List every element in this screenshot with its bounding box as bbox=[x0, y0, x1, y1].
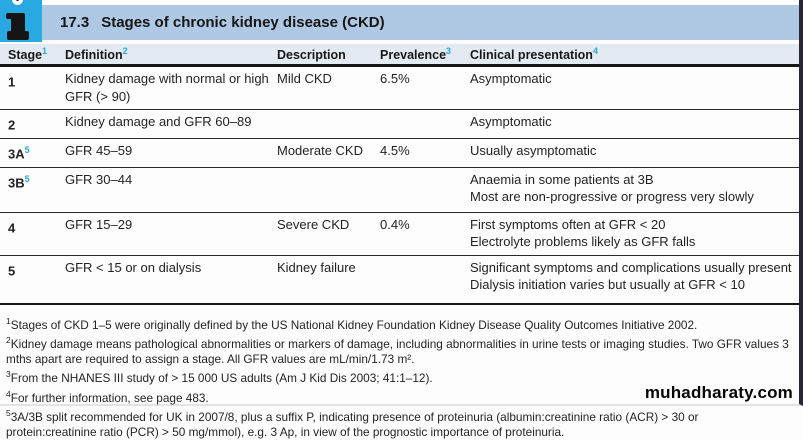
clinical-cell: First symptoms often at GFR < 20 Electro… bbox=[470, 216, 793, 251]
column-header-stage: Stage1 bbox=[8, 45, 48, 63]
table-row-stage-4: 4 GFR 15–29 Severe CKD 0.4% First sympto… bbox=[0, 211, 799, 255]
description-cell bbox=[277, 113, 380, 134]
clinical-cell: Anaemia in some patients at 3B Most are … bbox=[470, 171, 793, 208]
header-footnote-marker: 2 bbox=[122, 45, 128, 56]
clinical-line: Usually asymptomatic bbox=[470, 142, 597, 158]
prevalence-cell bbox=[380, 259, 470, 299]
column-header-clinical-presentation: Clinical presentation4 bbox=[470, 45, 598, 63]
footnote-1: 1Stages of CKD 1–5 were originally defin… bbox=[6, 315, 698, 332]
stage-footnote-marker: 5 bbox=[24, 144, 30, 155]
clinical-line: First symptoms often at GFR < 20 bbox=[470, 216, 666, 232]
stage-cell: 5 bbox=[8, 262, 16, 278]
table-row-stage-5: 5 GFR < 15 or on dialysis Kidney failure… bbox=[0, 254, 799, 303]
info-icon-dot bbox=[12, 0, 23, 5]
column-header-prevalence: Prevalence3 bbox=[380, 45, 452, 63]
definition-cell: GFR 15–29 bbox=[65, 216, 133, 232]
stage-cell: 1 bbox=[8, 74, 16, 90]
clinical-line: Asymptomatic bbox=[470, 71, 552, 86]
footnote-marker: 3 bbox=[6, 369, 11, 380]
definition-cell: GFR 30–44 bbox=[65, 171, 133, 187]
footnote-marker: 2 bbox=[6, 334, 11, 345]
table-row-stage-2: 2 Kidney damage and GFR 60–89 Asymptomat… bbox=[0, 109, 799, 138]
stage-cell: 4 bbox=[8, 219, 16, 235]
prevalence-cell: 6.5% bbox=[380, 71, 410, 86]
table-title-bar: 17.3 Stages of chronic kidney disease (C… bbox=[42, 5, 799, 40]
clinical-cell: Asymptomatic bbox=[470, 113, 793, 134]
clinical-line: Most are non-progressive or progress ver… bbox=[470, 189, 754, 205]
definition-cell: GFR 45–59 bbox=[65, 142, 133, 158]
table-body: 1 Kidney damage with normal or high GFR … bbox=[0, 64, 799, 305]
footnote-4: 4For further information, see page 483. bbox=[6, 388, 209, 405]
clinical-line: Significant symptoms and complications u… bbox=[470, 259, 792, 275]
description-cell: Kidney failure bbox=[277, 259, 356, 275]
table-row-stage-3a: 3A5 GFR 45–59 Moderate CKD 4.5% Usually … bbox=[0, 137, 799, 167]
definition-cell: Kidney damage with normal or high GFR (>… bbox=[65, 71, 269, 104]
footnotes-section: 1Stages of CKD 1–5 were originally defin… bbox=[0, 305, 799, 440]
watermark: muhadharaty.com bbox=[638, 383, 793, 403]
footnote-3: 3From the NHANES III study of > 15 000 U… bbox=[6, 369, 433, 386]
stage-cell: 2 bbox=[8, 117, 16, 133]
prevalence-cell: 4.5% bbox=[380, 142, 410, 158]
clinical-cell: Significant symptoms and complications u… bbox=[470, 259, 793, 299]
description-cell bbox=[277, 171, 380, 208]
table-row-stage-3b: 3B5 GFR 30–44 Anaemia in some patients a… bbox=[0, 166, 799, 212]
column-headers: Stage1 Definition2 Description Prevalenc… bbox=[0, 44, 799, 64]
clinical-cell: Usually asymptomatic bbox=[470, 142, 793, 163]
stage-cell: 3B5 bbox=[8, 173, 30, 190]
column-header-definition: Definition2 bbox=[65, 45, 128, 63]
info-icon-stem bbox=[11, 13, 25, 33]
header-footnote-marker: 3 bbox=[446, 45, 452, 56]
prevalence-cell bbox=[380, 171, 470, 208]
clinical-line: Dialysis initiation varies but usually a… bbox=[470, 277, 745, 293]
definition-cell: Kidney damage and GFR 60–89 bbox=[65, 114, 252, 129]
stage-footnote-marker: 5 bbox=[24, 173, 30, 184]
clinical-line: Electrolyte problems likely as GFR falls bbox=[470, 234, 696, 250]
table-header-bar: 17.3 Stages of chronic kidney disease (C… bbox=[0, 0, 799, 42]
footnote-2: 2Kidney damage means pathological abnorm… bbox=[6, 334, 789, 367]
description-cell: Mild CKD bbox=[277, 71, 332, 86]
footnote-marker: 1 bbox=[6, 315, 11, 326]
table-number: 17.3 bbox=[60, 14, 90, 31]
footnote-marker: 4 bbox=[6, 388, 11, 399]
description-cell: Moderate CKD bbox=[277, 142, 363, 158]
stage-cell: 3A5 bbox=[8, 144, 30, 162]
definition-cell: GFR < 15 or on dialysis bbox=[65, 259, 202, 275]
description-cell: Severe CKD bbox=[277, 216, 350, 232]
clinical-line: Anaemia in some patients at 3B bbox=[470, 171, 654, 187]
column-header-description: Description bbox=[277, 48, 346, 63]
clinical-cell: Asymptomatic bbox=[470, 70, 793, 105]
header-footnote-marker: 1 bbox=[42, 45, 48, 56]
clinical-line: Asymptomatic bbox=[470, 114, 552, 129]
header-footnote-marker: 4 bbox=[592, 45, 598, 56]
table-row-stage-1: 1 Kidney damage with normal or high GFR … bbox=[0, 67, 799, 109]
page-title: Stages of chronic kidney disease (CKD) bbox=[101, 14, 385, 31]
prevalence-cell: 0.4% bbox=[380, 216, 410, 232]
info-icon bbox=[0, 0, 42, 42]
info-icon-base bbox=[7, 31, 29, 40]
prevalence-cell bbox=[380, 113, 470, 134]
footnote-5: 53A/3B split recommended for UK in 2007/… bbox=[6, 407, 699, 440]
